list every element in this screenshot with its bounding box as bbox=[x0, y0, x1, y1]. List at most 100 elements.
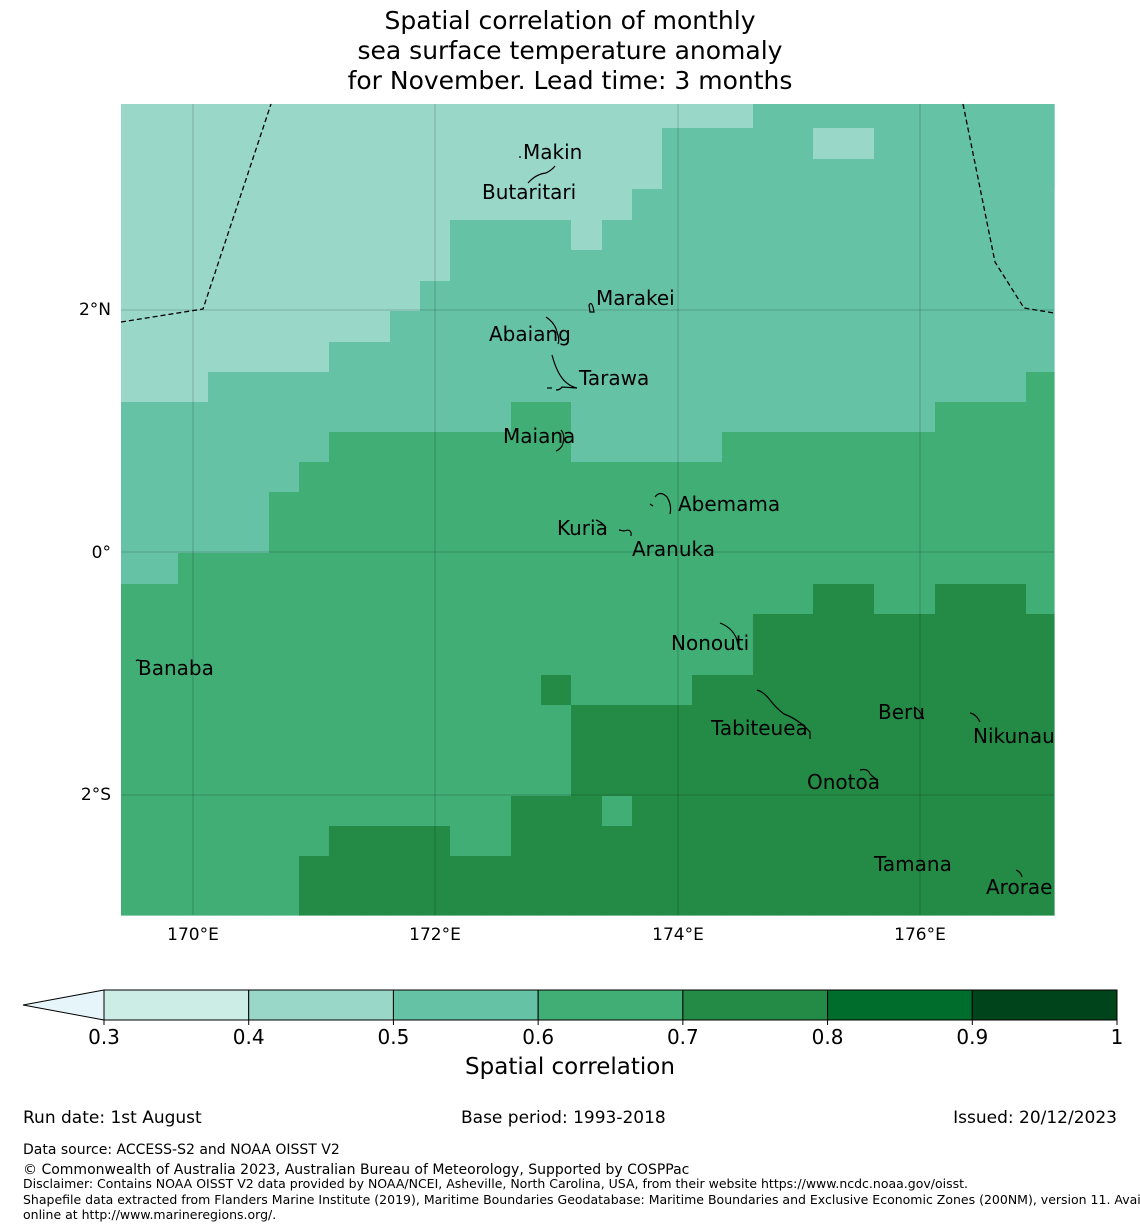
island-outlines bbox=[135, 156, 1023, 878]
correlation-cell bbox=[632, 705, 663, 916]
colorbar-segment bbox=[537, 989, 684, 1021]
place-label-butaritari: Butaritari bbox=[482, 180, 576, 204]
correlation-cell bbox=[783, 614, 814, 916]
correlation-cell bbox=[239, 553, 270, 916]
correlation-cell bbox=[511, 796, 542, 916]
island-outline bbox=[135, 659, 141, 662]
correlation-cell bbox=[541, 220, 572, 403]
correlation-cell bbox=[813, 432, 845, 585]
eez-boundaries bbox=[120, 103, 1055, 323]
correlation-cell bbox=[390, 826, 421, 916]
island-outline bbox=[969, 712, 981, 723]
correlation-cell bbox=[935, 402, 966, 585]
x-tick-label: 176°E bbox=[894, 925, 946, 945]
correlation-cell bbox=[965, 584, 997, 916]
base-period: Base period: 1993-2018 bbox=[461, 1108, 666, 1128]
correlation-cell bbox=[390, 311, 421, 433]
correlation-cell bbox=[692, 675, 723, 916]
colorbar-segment bbox=[682, 989, 829, 1021]
place-label-tamana: Tamana bbox=[873, 852, 952, 876]
colorbar-segment bbox=[827, 989, 973, 1021]
place-label-abaiang: Abaiang bbox=[489, 322, 571, 346]
colorbar-tick-label: 0.5 bbox=[378, 1025, 410, 1049]
correlation-cell bbox=[692, 104, 723, 129]
correlation-cell bbox=[813, 104, 845, 129]
y-tick-label: 0° bbox=[92, 543, 111, 563]
place-label-marakei: Marakei bbox=[596, 286, 675, 310]
correlation-cell bbox=[844, 128, 875, 160]
correlation-cell bbox=[874, 104, 906, 433]
correlation-cell bbox=[632, 189, 663, 463]
correlation-cell bbox=[208, 553, 240, 916]
correlation-cell bbox=[541, 402, 572, 797]
eez-boundary-line bbox=[962, 103, 1055, 314]
correlation-cell bbox=[420, 104, 451, 282]
eez-boundary-line bbox=[120, 103, 272, 323]
correlation-cell bbox=[632, 104, 663, 190]
correlation-cell bbox=[632, 462, 663, 706]
colorbar-segment bbox=[103, 989, 250, 1021]
correlation-cell bbox=[602, 462, 633, 706]
correlation-cell bbox=[722, 128, 754, 433]
place-label-beru: Beru bbox=[878, 700, 925, 724]
correlation-cell bbox=[178, 402, 209, 554]
correlation-cell bbox=[662, 128, 693, 463]
correlation-cell bbox=[178, 553, 209, 916]
correlation-cell bbox=[269, 372, 300, 493]
island-outline bbox=[588, 302, 595, 313]
correlation-cell bbox=[121, 104, 179, 403]
correlation-cell bbox=[511, 220, 542, 403]
correlation-cell bbox=[813, 159, 845, 433]
correlation-cell bbox=[511, 402, 542, 797]
correlation-cell bbox=[753, 432, 784, 615]
island-outline bbox=[555, 429, 565, 452]
correlation-cell bbox=[813, 128, 845, 160]
correlation-cell bbox=[722, 104, 754, 129]
correlation-cell bbox=[299, 104, 330, 373]
correlation-cell bbox=[420, 826, 451, 916]
place-label-onotoa: Onotoa bbox=[807, 770, 880, 794]
correlation-cell bbox=[996, 402, 1027, 585]
y-tick-label: 2°N bbox=[79, 300, 111, 320]
correlation-cell bbox=[450, 220, 482, 433]
island-outline bbox=[1015, 869, 1023, 878]
colorbar-tick-label: 0.9 bbox=[956, 1025, 988, 1049]
correlation-cell bbox=[329, 342, 361, 433]
island-outline bbox=[551, 354, 578, 391]
correlation-cell bbox=[935, 584, 966, 916]
colorbar-tick-label: 0.7 bbox=[667, 1025, 699, 1049]
place-label-arorae: Arorae bbox=[986, 875, 1052, 899]
y-tick-label: 2°S bbox=[81, 785, 111, 805]
correlation-cell bbox=[662, 104, 693, 129]
correlation-cell bbox=[632, 675, 692, 705]
correlation-cell bbox=[1026, 372, 1055, 615]
island-outline bbox=[618, 529, 632, 537]
correlation-cell bbox=[602, 104, 633, 221]
correlation-cell bbox=[753, 614, 784, 916]
copyright: © Commonwealth of Australia 2023, Austra… bbox=[23, 1162, 690, 1178]
colorbar-segment bbox=[392, 989, 539, 1021]
island-outline bbox=[756, 689, 811, 739]
map-area: Makin Butaritari Marakei Abaiang Tarawa Maian… bbox=[120, 103, 1055, 916]
correlation-cell bbox=[269, 492, 300, 916]
colorbar-tick-label: 0.6 bbox=[522, 1025, 554, 1049]
x-tick-label: 174°E bbox=[652, 925, 704, 945]
correlation-cell bbox=[299, 462, 330, 857]
island-outline bbox=[545, 316, 560, 345]
colorbar-tick-label: 0.8 bbox=[812, 1025, 844, 1049]
colorbar: 0.3 0.4 0.5 0.6 0.7 0.8 0.9 1 bbox=[22, 989, 1124, 1049]
correlation-cell bbox=[783, 104, 814, 433]
colorbar-extend-arrow bbox=[22, 989, 105, 1021]
island-outline bbox=[527, 165, 556, 184]
title-line-3: for November. Lead time: 3 months bbox=[347, 66, 793, 95]
correlation-cell bbox=[121, 402, 179, 585]
axis-ticks: 170°E 172°E 174°E 176°E 2°N 0° 2°S bbox=[79, 300, 946, 945]
correlation-cell bbox=[511, 104, 542, 221]
correlation-cell bbox=[1026, 104, 1055, 373]
correlation-cell bbox=[905, 432, 936, 615]
correlation-cell bbox=[571, 104, 603, 251]
colorbar-tick-label: 1 bbox=[1111, 1025, 1124, 1049]
island-outline bbox=[595, 519, 607, 529]
correlation-cell bbox=[1026, 614, 1055, 916]
